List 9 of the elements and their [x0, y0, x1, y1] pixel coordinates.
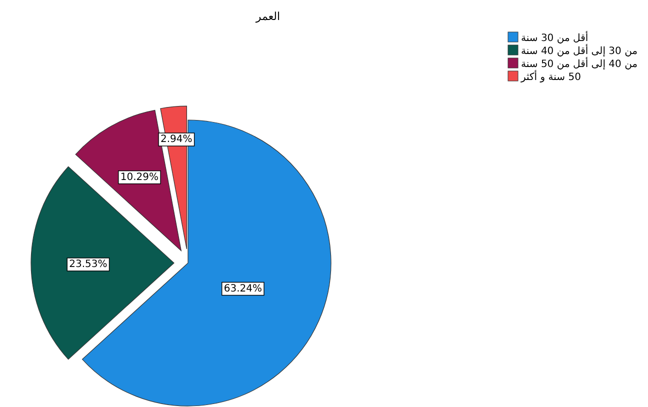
data-label: 2.94%: [160, 134, 192, 145]
data-label: 23.53%: [69, 258, 108, 270]
chart-title: العمر: [254, 10, 280, 23]
legend-label: 50 سنة و أكثر: [520, 70, 581, 83]
data-label: 10.29%: [120, 172, 159, 183]
legend-label: من 40 إلى أقل من 50 سنة: [521, 57, 638, 70]
legend-label: أقل من 30 سنة: [521, 31, 588, 44]
legend-label: من 30 إلى أقل من 40 سنة: [521, 44, 638, 57]
data-label: 63.24%: [224, 283, 262, 294]
